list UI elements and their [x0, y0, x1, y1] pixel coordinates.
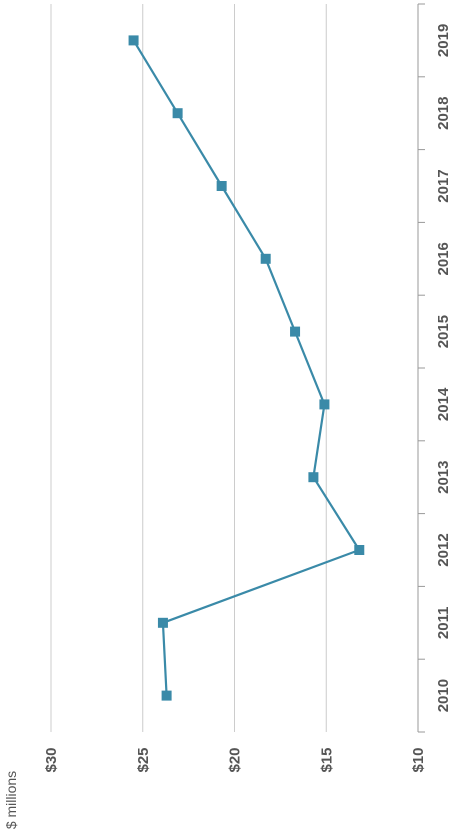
value-tick-label: $20 [227, 747, 244, 772]
data-point [319, 399, 330, 410]
data-point [216, 181, 227, 191]
value-tick-label: $25 [135, 747, 152, 772]
value-tick-label: $10 [410, 747, 427, 772]
data-point [354, 545, 365, 555]
category-tick-label: 2010 [435, 679, 452, 712]
value-tick-label: $15 [318, 747, 335, 772]
tick-labels: $10 $15 $20 $25 $30 2010 2011 2012 2013 2014 2015 2… [43, 24, 452, 773]
category-tick-label: 2019 [435, 24, 452, 57]
category-tick-label: 2012 [435, 533, 452, 566]
value-axis-unit-label: $ millions [3, 771, 19, 829]
data-point [260, 253, 271, 264]
data-point [157, 617, 168, 628]
series [128, 35, 365, 701]
gridlines [50, 4, 327, 732]
data-point [161, 690, 172, 701]
category-tick-label: 2013 [435, 461, 452, 494]
data-point [172, 108, 183, 119]
data-point [308, 472, 319, 483]
category-tick-label: 2015 [435, 315, 452, 348]
category-tick-label: 2017 [435, 169, 452, 202]
category-tick-label: 2016 [435, 242, 452, 275]
category-tick-label: 2018 [435, 97, 452, 130]
category-axis [417, 3, 425, 733]
data-point [290, 326, 301, 337]
category-tick-label: 2011 [435, 607, 452, 640]
category-tick-label: 2014 [435, 387, 452, 421]
value-tick-label: $30 [43, 747, 60, 772]
series-line [132, 39, 361, 696]
data-point [128, 35, 139, 46]
